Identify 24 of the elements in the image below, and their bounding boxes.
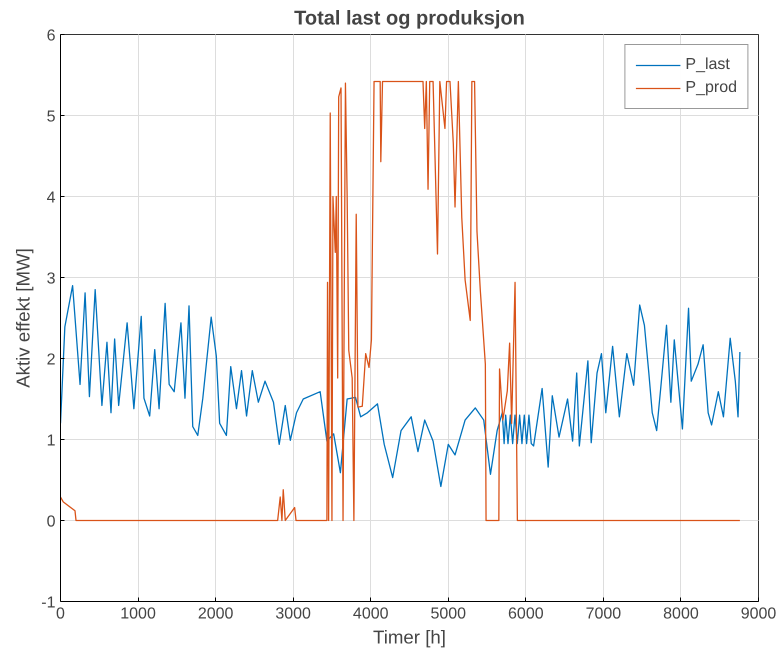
x-axis-title: Timer [h]: [373, 626, 446, 648]
x-tick-label: 4000: [352, 606, 389, 622]
x-tick-label: 1000: [120, 606, 156, 622]
line-series: [60, 80, 741, 522]
line-series: [60, 284, 741, 488]
y-tick-label: 2: [46, 352, 56, 368]
x-tick-label: 5000: [430, 606, 466, 622]
y-tick-label: 1: [46, 432, 56, 450]
y-tick-label: -1: [41, 594, 56, 612]
x-tick-label: 9000: [740, 606, 776, 622]
y-tick-label: 0: [46, 514, 56, 530]
x-tick-label: 7000: [586, 606, 622, 622]
legend-label: P_prod: [685, 79, 737, 97]
x-tick-label: 2000: [198, 606, 234, 622]
x-tick-label: 6000: [508, 606, 544, 622]
legend-label: P_last: [685, 56, 730, 74]
x-tick-label: 3000: [275, 606, 312, 622]
y-axis-title: Aktiv effekt [MW]: [12, 248, 34, 388]
y-tick-label: 5: [46, 108, 56, 126]
x-tick-label: 8000: [663, 606, 699, 622]
y-tick-label: 6: [46, 28, 56, 44]
chart-title: Total last og produksjon: [294, 8, 525, 30]
y-tick-label: 4: [46, 190, 56, 206]
y-tick-label: 3: [46, 270, 56, 288]
